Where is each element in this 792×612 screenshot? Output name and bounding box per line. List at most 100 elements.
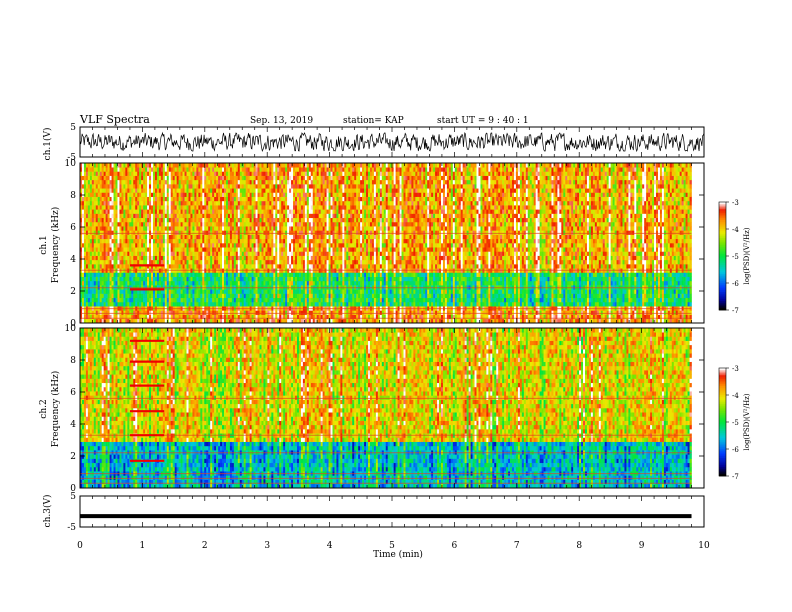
spectrogram-cell — [92, 256, 94, 261]
spectrogram-cell — [218, 272, 220, 277]
spectrogram-cell — [226, 192, 228, 197]
spectrogram-cell — [96, 214, 98, 219]
spectrogram-cell — [175, 272, 177, 277]
spectrogram-cell — [125, 310, 127, 315]
spectrogram-cell — [129, 298, 131, 303]
spectrogram-cell — [149, 272, 151, 277]
spectrogram-cell — [137, 180, 139, 185]
spectrogram-cell — [173, 230, 175, 235]
spectrogram-cell — [123, 247, 125, 252]
spectrogram-cell — [82, 264, 84, 269]
spectrogram-cell — [149, 176, 151, 181]
spectrogram-cell — [157, 247, 159, 252]
spectrogram-cell — [192, 218, 194, 223]
spectrogram-cell — [177, 256, 179, 261]
spectrogram-cell — [141, 251, 143, 256]
spectrogram-cell — [165, 281, 167, 286]
spectrogram-cell — [127, 230, 129, 235]
spectrogram-cell — [210, 247, 212, 252]
spectrogram-cell — [137, 294, 139, 299]
spectrogram-cell — [135, 218, 137, 223]
spectrogram-cell — [88, 239, 90, 244]
spectrogram-cell — [90, 281, 92, 286]
vlf-spectra-figure: VLF Spectra Sep. 13, 2019 station= KAP s… — [0, 0, 792, 612]
spectrogram-cell — [165, 230, 167, 235]
spectrogram-cell — [82, 180, 84, 185]
spectrogram-cell — [189, 256, 191, 261]
spectrogram-cell — [155, 226, 157, 231]
spectrogram-cell — [108, 226, 110, 231]
spectrogram-cell — [165, 184, 167, 189]
spectrogram-cell — [129, 218, 131, 223]
spectrogram-cell — [82, 289, 84, 294]
spectrogram-cell — [169, 188, 171, 193]
spectrogram-cell — [208, 298, 210, 303]
spectrogram-cell — [189, 247, 191, 252]
spectrogram-cell — [224, 294, 226, 299]
spectrogram-cell — [117, 188, 119, 193]
spectrogram-cell — [196, 260, 198, 265]
spectrogram-cell — [173, 251, 175, 256]
spectrogram-cell — [92, 180, 94, 185]
spectrogram-cell — [86, 192, 88, 197]
spectrogram-cell — [218, 226, 220, 231]
spectrogram-cell — [161, 260, 163, 265]
spectrogram-cell — [161, 235, 163, 240]
spectrogram-cell — [216, 235, 218, 240]
spectrogram-cell — [157, 167, 159, 172]
spectrogram-cell — [108, 184, 110, 189]
spectrogram-cell — [145, 298, 147, 303]
spectrogram-cell — [145, 226, 147, 231]
spectrogram-cell — [190, 201, 192, 206]
spectrogram-cell — [88, 209, 90, 214]
spectrogram-cell — [117, 230, 119, 235]
spectrogram-cell — [157, 222, 159, 227]
spectrogram-cell — [177, 239, 179, 244]
spectrogram-cell — [125, 230, 127, 235]
spectrogram-cell — [232, 294, 234, 299]
spectrogram-cell — [100, 201, 102, 206]
spectrogram-cell — [210, 294, 212, 299]
spectrogram-cell — [169, 197, 171, 202]
spectrogram-cell — [218, 281, 220, 286]
spectrogram-cell — [210, 222, 212, 227]
spectrogram-cell — [183, 302, 185, 307]
spectrogram-cell — [82, 163, 84, 168]
spectrogram-cell — [147, 197, 149, 202]
spectrogram-cell — [108, 205, 110, 210]
spectrogram-cell — [222, 163, 224, 168]
spectrogram-cell — [177, 222, 179, 227]
spectrogram-cell — [198, 197, 200, 202]
spectrogram-cell — [90, 222, 92, 227]
spectrogram-cell — [220, 294, 222, 299]
spectrogram-cell — [145, 243, 147, 248]
spectrogram-cell — [177, 260, 179, 265]
spectrogram-cell — [94, 180, 96, 185]
spectrogram-cell — [121, 251, 123, 256]
spectrogram-cell — [198, 256, 200, 261]
spectrogram-cell — [108, 272, 110, 277]
spectrogram-cell — [218, 167, 220, 172]
spectrogram-cell — [214, 197, 216, 202]
spectrogram-cell — [123, 235, 125, 240]
spectrogram-cell — [194, 176, 196, 181]
spectrogram-cell — [190, 209, 192, 214]
spectrogram-cell — [224, 163, 226, 168]
spectrogram-cell — [190, 247, 192, 252]
spectrogram-cell — [98, 251, 100, 256]
spectrogram-cell — [98, 294, 100, 299]
spectrogram-cell — [163, 298, 165, 303]
spectrogram-cell — [82, 310, 84, 315]
spectrogram-cell — [173, 239, 175, 244]
spectrogram-cell — [106, 251, 108, 256]
spectrogram-cell — [228, 184, 230, 189]
spectrogram-cell — [190, 272, 192, 277]
spectrogram-cell — [192, 180, 194, 185]
spectrogram-cell — [228, 235, 230, 240]
spectrogram-cell — [100, 251, 102, 256]
spectrogram-cell — [198, 260, 200, 265]
spectrogram-cell — [125, 163, 127, 168]
spectrogram-cell — [185, 294, 187, 299]
spectrogram-cell — [173, 167, 175, 172]
spectrogram-cell — [117, 251, 119, 256]
